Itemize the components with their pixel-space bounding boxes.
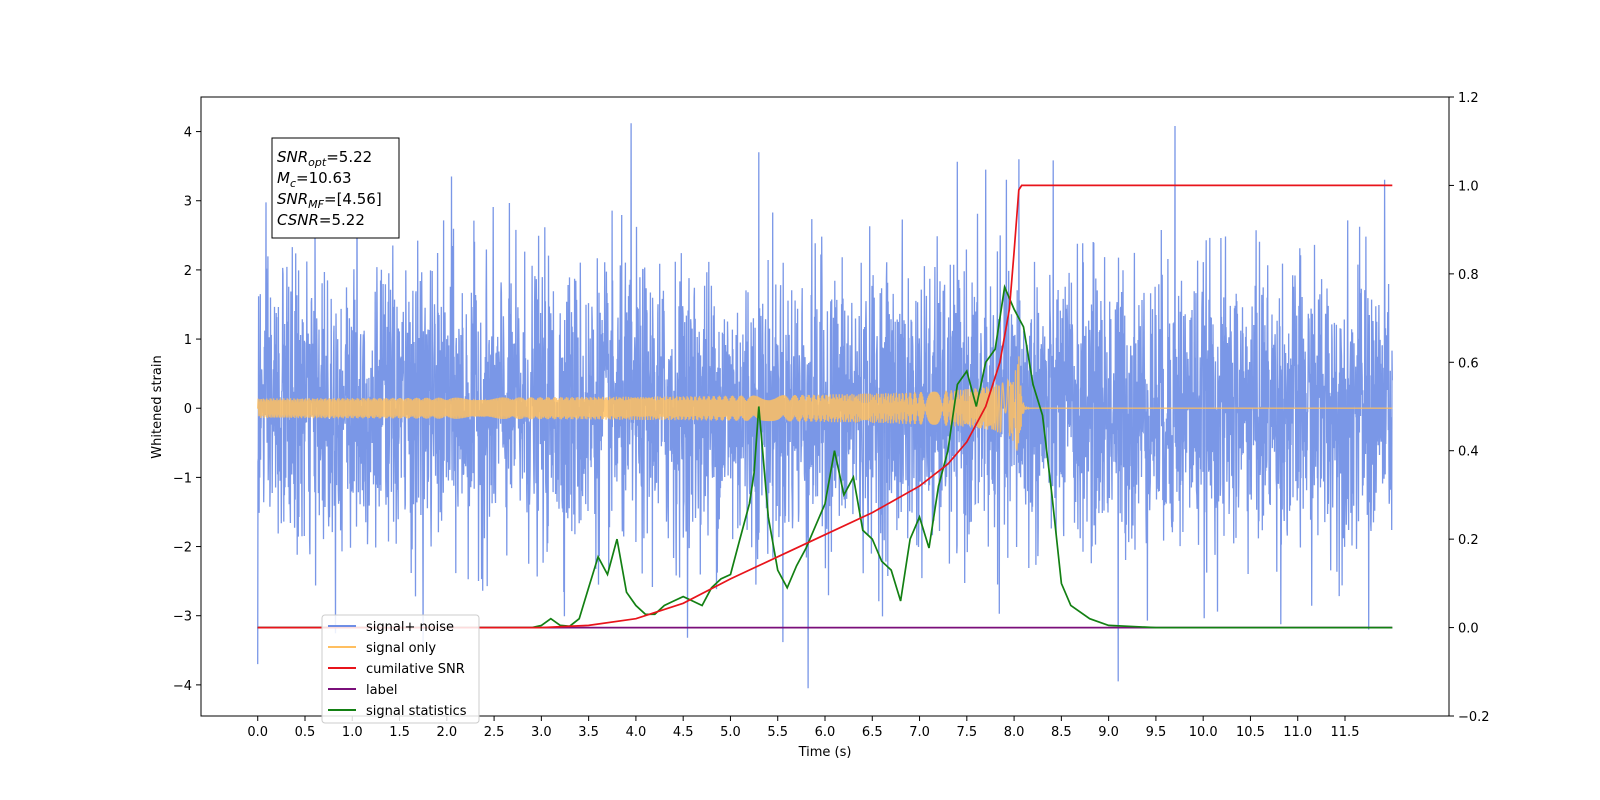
y-right-tick-label: −0.2 <box>1458 710 1490 725</box>
x-tick-label: 7.0 <box>909 725 930 740</box>
x-tick-label: 10.5 <box>1236 725 1265 740</box>
x-axis-label: Time (s) <box>798 745 852 760</box>
y-right-tick-label: 0.6 <box>1458 356 1479 371</box>
info-box-line: SNRopt=5.22 <box>277 148 372 169</box>
info-box-line: SNRMF=[4.56] <box>277 190 382 211</box>
x-tick-label: 10.0 <box>1189 725 1218 740</box>
y-right-axis-ticks: −0.2 0.0 0.2 0.4 0.6 0.8 1.0 1.2 <box>1449 91 1490 725</box>
x-tick-label: 5.5 <box>767 725 788 740</box>
x-tick-label: 3.5 <box>578 725 599 740</box>
y-left-tick-label: −4 <box>173 679 192 694</box>
x-tick-label: 4.5 <box>673 725 694 740</box>
y-left-axis-label: Whitened strain <box>150 355 165 458</box>
y-right-tick-label: 0.8 <box>1458 268 1479 283</box>
y-right-tick-label: 0.2 <box>1458 533 1479 548</box>
x-tick-label: 2.5 <box>484 725 505 740</box>
y-left-tick-label: 4 <box>184 126 192 141</box>
x-axis-ticks: 0.0 0.5 1.0 1.5 2.0 2.5 3.0 3.5 4.0 4.5 5.0 5.5 6.0 6… <box>247 716 1359 740</box>
y-left-tick-label: 2 <box>184 264 192 279</box>
signal-only-line <box>257 356 1393 451</box>
info-box-subscript: MF <box>308 198 324 211</box>
y-left-tick-label: 1 <box>184 333 192 348</box>
series-signal-statistics <box>257 284 1393 629</box>
series-signal-only <box>257 356 1393 451</box>
x-tick-label: 9.5 <box>1146 725 1167 740</box>
x-tick-label: 1.5 <box>389 725 410 740</box>
x-tick-label: 1.0 <box>342 725 363 740</box>
y-left-tick-label: 0 <box>184 402 192 417</box>
info-box-value: =5.22 <box>319 211 365 229</box>
legend-label: signal statistics <box>366 704 467 719</box>
legend-label: cumilative SNR <box>366 662 465 677</box>
y-right-tick-label: 1.2 <box>1458 91 1479 106</box>
info-box-frame <box>271 137 400 239</box>
y-left-tick-label: −3 <box>173 610 192 625</box>
info-box-subscript: opt <box>308 156 327 169</box>
x-tick-label: 6.5 <box>862 725 883 740</box>
x-tick-label: 11.0 <box>1283 725 1312 740</box>
info-box-line: Mc=10.63 <box>277 169 352 190</box>
y-right-tick-label: 0.4 <box>1458 445 1479 460</box>
info-box-symbol: CSNR <box>277 211 319 229</box>
legend-label: signal+ noise <box>366 620 454 635</box>
y-left-tick-label: −1 <box>173 471 192 486</box>
y-left-axis-ticks: −4 −3 −2 −1 0 1 2 3 4 <box>173 126 201 694</box>
x-tick-label: 0.5 <box>295 725 316 740</box>
x-tick-label: 8.0 <box>1004 725 1025 740</box>
x-tick-label: 7.5 <box>956 725 977 740</box>
info-box-symbol: M <box>277 169 290 187</box>
info-box-value: =[4.56] <box>324 190 382 208</box>
info-box-symbol: SNR <box>277 148 308 166</box>
cumilative-snr-line <box>257 184 1393 629</box>
x-tick-label: 3.0 <box>531 725 552 740</box>
legend-label: label <box>366 683 397 698</box>
info-box-value: =5.22 <box>326 148 372 166</box>
x-tick-label: 5.0 <box>720 725 741 740</box>
y-left-tick-label: −2 <box>173 541 192 556</box>
info-box-symbol: SNR <box>277 190 308 208</box>
info-box-line: CSNR=5.22 <box>277 211 365 229</box>
x-tick-label: 11.5 <box>1331 725 1360 740</box>
info-box-value: =10.63 <box>296 169 352 187</box>
y-right-tick-label: 1.0 <box>1458 179 1479 194</box>
legend-frame <box>321 614 480 724</box>
signal-statistics-line <box>257 284 1393 629</box>
x-tick-label: 2.0 <box>436 725 457 740</box>
x-tick-label: 8.5 <box>1051 725 1072 740</box>
x-tick-label: 0.0 <box>247 725 268 740</box>
x-tick-label: 9.0 <box>1098 725 1119 740</box>
x-tick-label: 4.0 <box>626 725 647 740</box>
info-box-subscript: c <box>290 177 296 190</box>
legend-label: signal only <box>366 641 436 656</box>
legend: signal+ noise signal only cumilative SNR la… <box>321 614 480 724</box>
y-right-tick-label: 0.0 <box>1458 622 1479 637</box>
x-tick-label: 6.0 <box>815 725 836 740</box>
y-left-tick-label: 3 <box>184 195 192 210</box>
series-cumilative-snr <box>257 184 1393 629</box>
